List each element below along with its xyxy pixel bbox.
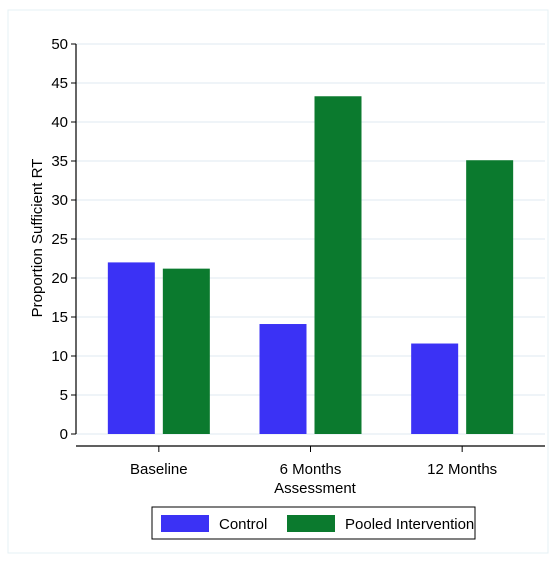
- x-tick-label-12-months: 12 Months: [427, 461, 497, 478]
- legend-label-pooled-intervention: Pooled Intervention: [345, 516, 474, 533]
- y-tick-label-5: 5: [60, 387, 68, 404]
- y-tick-label-0: 0: [60, 426, 68, 443]
- x-tick-label-baseline: Baseline: [130, 461, 188, 478]
- legend-label-control: Control: [219, 516, 267, 533]
- outer-frame: [7, 9, 549, 554]
- x-tick-label-6-months: 6 Months: [280, 461, 342, 478]
- y-axis-label: Proportion Sufficient RT: [29, 159, 46, 318]
- bar-control-6-months: [259, 324, 307, 434]
- y-tick-label-45: 45: [51, 75, 68, 92]
- bar-pooled-intervention-12-months: [466, 160, 514, 434]
- bar-pooled-intervention-6-months: [314, 96, 362, 434]
- y-tick-label-20: 20: [51, 270, 68, 287]
- legend-swatch-control: [161, 515, 209, 532]
- y-tick-label-15: 15: [51, 309, 68, 326]
- bar-control-12-months: [411, 343, 459, 434]
- x-axis-ticks: Baseline 6 Months 12 Months: [130, 446, 497, 478]
- bars: [107, 96, 514, 434]
- y-tick-label-25: 25: [51, 231, 68, 248]
- legend-swatch-pooled-intervention: [287, 515, 335, 532]
- bar-pooled-intervention-baseline: [162, 268, 210, 434]
- y-tick-label-30: 30: [51, 192, 68, 209]
- y-tick-label-35: 35: [51, 153, 68, 170]
- y-axis-ticks: 0 5 10 15 20 25 30 35 40 45 50: [51, 36, 76, 443]
- y-tick-label-50: 50: [51, 36, 68, 53]
- y-tick-label-10: 10: [51, 348, 68, 365]
- bar-control-baseline: [107, 262, 155, 434]
- legend: Control Pooled Intervention: [151, 506, 476, 540]
- x-axis-label: Assessment: [274, 480, 357, 497]
- y-tick-label-40: 40: [51, 114, 68, 131]
